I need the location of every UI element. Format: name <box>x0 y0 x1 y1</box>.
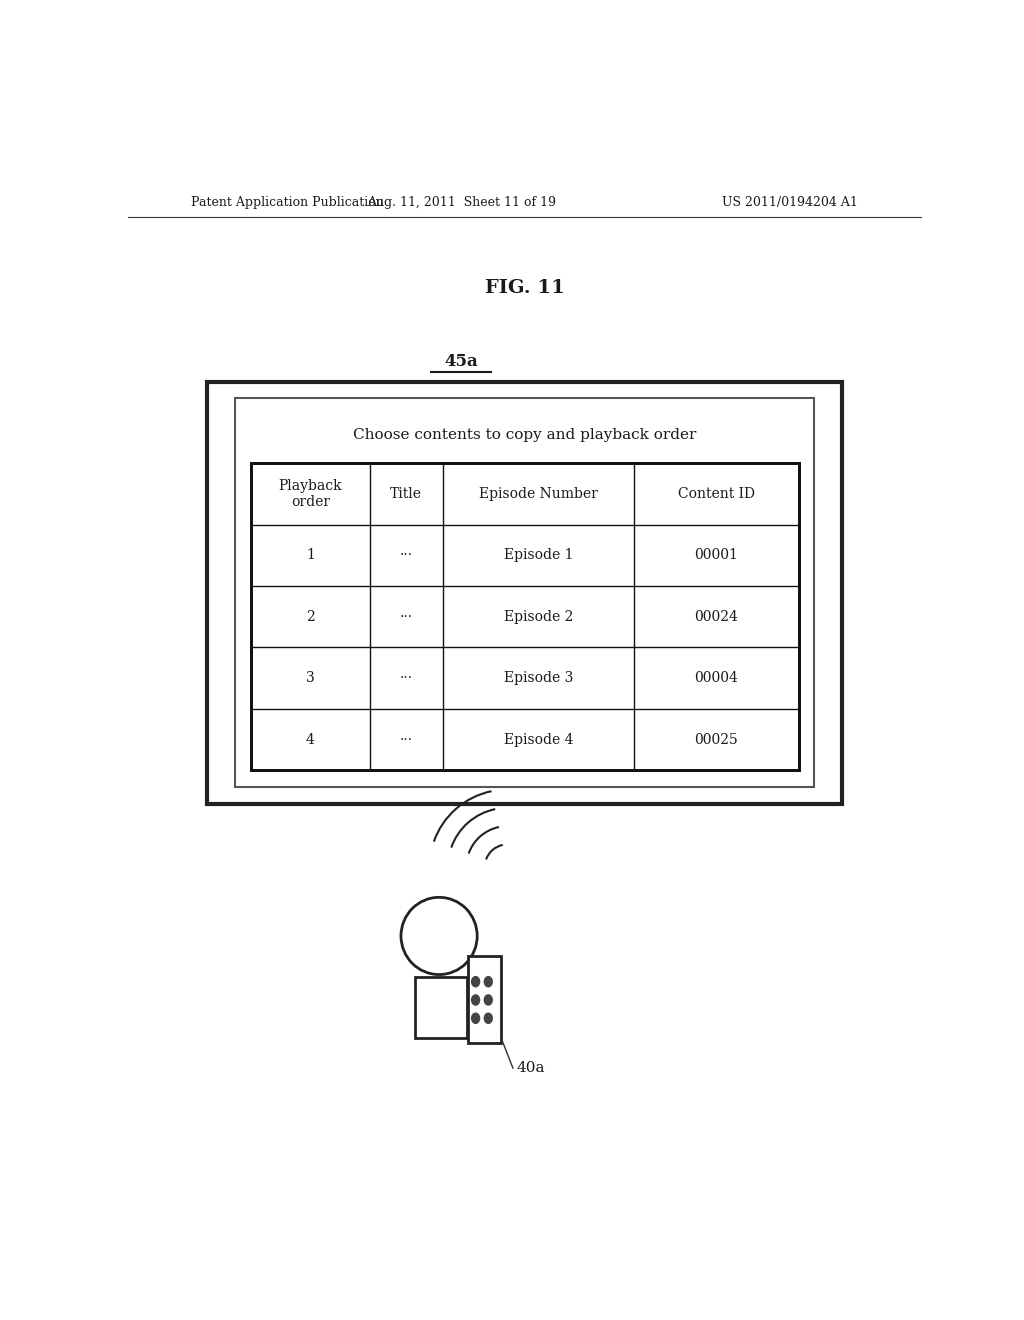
Text: Episode 1: Episode 1 <box>504 548 573 562</box>
Text: 4: 4 <box>306 733 314 747</box>
Bar <box>207 381 843 804</box>
Text: Episode 4: Episode 4 <box>504 733 573 747</box>
Bar <box>251 463 799 771</box>
Text: 00001: 00001 <box>694 548 738 562</box>
Bar <box>416 977 467 1038</box>
Text: 3: 3 <box>306 671 314 685</box>
Circle shape <box>484 995 493 1005</box>
Circle shape <box>472 995 479 1005</box>
Text: Aug. 11, 2011  Sheet 11 of 19: Aug. 11, 2011 Sheet 11 of 19 <box>367 195 556 209</box>
Text: Episode 3: Episode 3 <box>504 671 573 685</box>
Text: Patent Application Publication: Patent Application Publication <box>191 195 384 209</box>
Text: ···: ··· <box>399 671 413 685</box>
Text: FIG. 11: FIG. 11 <box>484 280 565 297</box>
Text: 00025: 00025 <box>694 733 738 747</box>
Text: US 2011/0194204 A1: US 2011/0194204 A1 <box>722 195 858 209</box>
Text: 1: 1 <box>306 548 314 562</box>
Text: ···: ··· <box>399 610 413 624</box>
Text: ···: ··· <box>399 733 413 747</box>
Text: Episode 2: Episode 2 <box>504 610 573 624</box>
Text: 00004: 00004 <box>694 671 738 685</box>
Text: 2: 2 <box>306 610 314 624</box>
Circle shape <box>472 977 479 987</box>
Text: ···: ··· <box>399 548 413 562</box>
Text: 40a: 40a <box>517 1061 546 1074</box>
Circle shape <box>484 977 493 987</box>
Text: Title: Title <box>390 487 422 502</box>
Circle shape <box>484 1014 493 1023</box>
Text: 45a: 45a <box>444 354 478 370</box>
Text: Playback
order: Playback order <box>279 479 342 510</box>
Text: Episode Number: Episode Number <box>479 487 598 502</box>
Text: 00024: 00024 <box>694 610 738 624</box>
Circle shape <box>472 1014 479 1023</box>
Bar <box>468 956 501 1043</box>
Text: Choose contents to copy and playback order: Choose contents to copy and playback ord… <box>353 428 696 442</box>
Text: Content ID: Content ID <box>678 487 755 502</box>
Bar <box>236 399 814 787</box>
